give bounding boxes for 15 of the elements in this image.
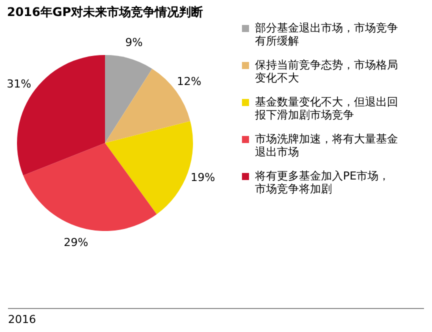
data-label: 9% — [125, 36, 143, 50]
data-label: 29% — [64, 236, 88, 249]
legend-label: 市场洗牌加速，将有大量基金退出市场 — [255, 132, 398, 158]
chart-title: 2016年GP对未来市场竞争情况判断 — [6, 5, 204, 19]
legend-label: 保持当前竞争态势，市场格局变化不大 — [255, 58, 398, 84]
data-label: 31% — [6, 78, 32, 91]
text: 2016 — [8, 308, 424, 326]
pie-slice — [23, 143, 157, 231]
legend-label: 基金数量变化不大，但退出回报下滑加剧市场竞争 — [254, 96, 398, 122]
pie-slice — [105, 55, 152, 143]
data-label: 19% — [190, 171, 216, 184]
legend-label: 部分基金退出市场，市场竞争有所缓解 — [255, 22, 398, 48]
data-label: 12% — [176, 74, 202, 88]
pie-slice — [105, 121, 193, 214]
legend-label: 将有更多基金加入PE市场，市场竞争将加剧 — [254, 170, 390, 196]
